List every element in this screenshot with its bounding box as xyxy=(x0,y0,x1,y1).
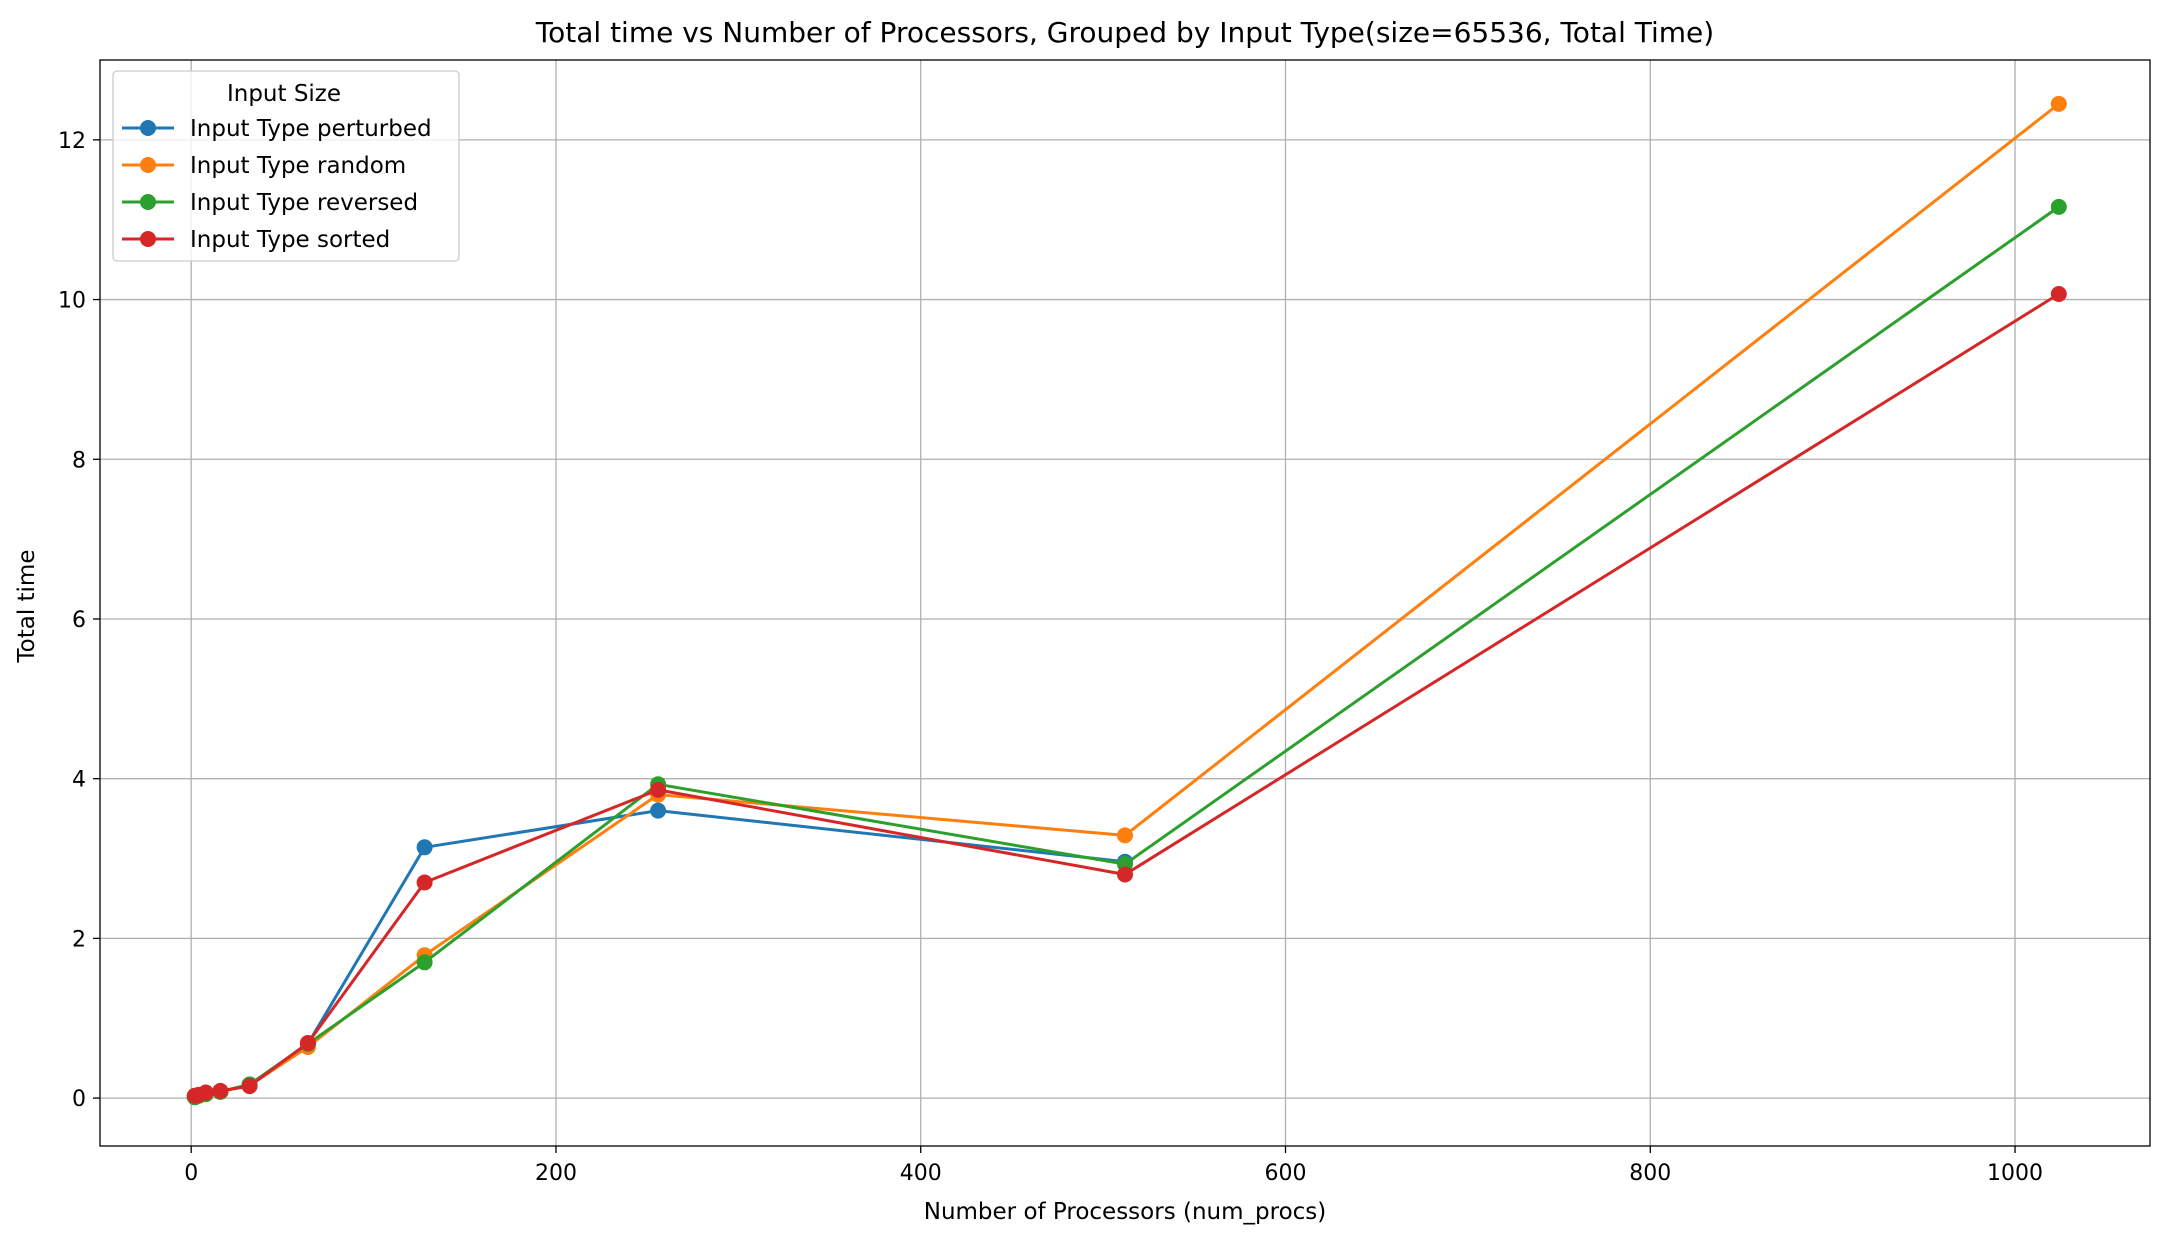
y-tick-label: 12 xyxy=(58,129,86,154)
data-point xyxy=(299,1035,316,1051)
data-point xyxy=(416,874,433,891)
series-line xyxy=(194,809,1126,1098)
chart-title: Total time vs Number of Processors, Grou… xyxy=(535,16,1714,49)
legend-title: Input Size xyxy=(227,81,341,107)
legend-entries: Input Type perturbed Input Type random Inp… xyxy=(122,116,432,253)
y-tick-label: 8 xyxy=(72,448,86,473)
y-tick-label: 6 xyxy=(72,608,86,633)
series-0 xyxy=(186,802,1133,1105)
legend-marker xyxy=(140,194,156,210)
x-axis-title: Number of Processors (num_procs) xyxy=(924,1199,1327,1225)
y-tick-label: 0 xyxy=(72,1087,86,1112)
series-1 xyxy=(186,95,2067,1105)
legend-label: Input Type random xyxy=(190,153,406,179)
data-point xyxy=(212,1082,229,1099)
legend-marker xyxy=(140,157,156,173)
data-point xyxy=(2050,286,2067,302)
legend-entry: Input Type reversed xyxy=(122,190,418,216)
y-tick-label: 10 xyxy=(58,289,86,314)
series-line xyxy=(194,205,2060,1099)
x-tick-label: 1000 xyxy=(1987,1161,2043,1186)
plot-frame xyxy=(99,59,2151,1147)
data-point xyxy=(650,802,667,819)
legend-label: Input Type perturbed xyxy=(190,116,432,142)
data-point xyxy=(1117,866,1133,883)
x-tick-label: 600 xyxy=(1264,1161,1306,1186)
x-tick-label: 400 xyxy=(900,1161,942,1186)
data-point xyxy=(416,954,433,971)
data-point xyxy=(650,781,667,798)
data-point xyxy=(2050,198,2067,215)
data-point xyxy=(241,1078,258,1095)
data-point xyxy=(416,839,433,856)
legend-marker xyxy=(140,231,156,247)
y-axis-title: Total time xyxy=(14,550,40,664)
x-tick-label: 800 xyxy=(1629,1161,1671,1186)
series-2 xyxy=(186,198,2067,1106)
legend-box xyxy=(112,70,460,262)
data-point xyxy=(1117,827,1133,844)
series-line xyxy=(194,102,2060,1098)
x-tick-label: 200 xyxy=(535,1161,577,1186)
legend-label: Input Type sorted xyxy=(190,227,390,253)
legend-entry: Input Type sorted xyxy=(122,227,390,253)
series-3 xyxy=(186,286,2067,1104)
data-point xyxy=(2050,95,2067,112)
legend-marker xyxy=(140,120,156,136)
series-line xyxy=(194,292,2060,1098)
legend-label: Input Type reversed xyxy=(190,190,418,216)
data-point xyxy=(197,1084,214,1101)
legend-entry: Input Type perturbed xyxy=(122,116,432,142)
data-series xyxy=(186,95,2067,1106)
grid-lines xyxy=(100,60,2150,1146)
x-tick-label: 0 xyxy=(184,1161,198,1186)
axis-ticks: 0 200 400 600 800 1000 0 2 4 6 8 10 12 xyxy=(58,129,2043,1186)
legend-entry: Input Type random xyxy=(122,153,406,179)
y-tick-label: 4 xyxy=(72,768,86,793)
y-tick-label: 2 xyxy=(72,927,86,952)
